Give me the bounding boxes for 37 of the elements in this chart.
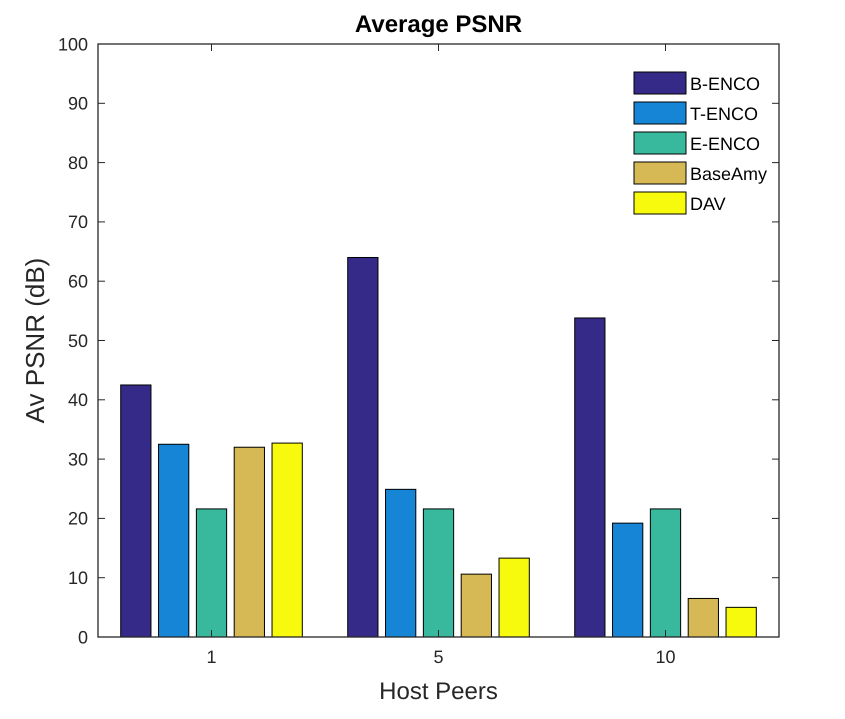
x-tick-label: 10 — [655, 647, 676, 667]
y-tick-label: 90 — [68, 94, 88, 114]
bar — [385, 488, 416, 638]
y-tick-label: 70 — [68, 212, 88, 232]
y-tick-label: 30 — [68, 449, 88, 470]
legend-label: E-ENCO — [690, 134, 760, 154]
x-tick-label: 5 — [433, 647, 444, 667]
bar — [726, 606, 757, 638]
x-axis-title: Host Peers — [379, 678, 498, 705]
bar — [422, 508, 454, 638]
chart-title: Average PSNR — [354, 11, 522, 38]
legend-label: BaseAmy — [690, 164, 768, 184]
y-axis-title: Av PSNR (dB) — [20, 258, 50, 424]
bar — [272, 442, 303, 638]
y-tick-label: 40 — [68, 390, 88, 410]
y-tick-label: 50 — [68, 330, 88, 351]
y-tick-label: 0 — [78, 627, 88, 648]
y-tick-label: 100 — [58, 34, 88, 54]
y-tick-label: 10 — [68, 568, 88, 588]
y-tick-label: 20 — [68, 508, 88, 529]
bar — [612, 522, 644, 638]
bar — [234, 446, 265, 638]
bar — [460, 574, 492, 638]
x-tick-label: 1 — [206, 647, 217, 667]
bar — [498, 558, 530, 638]
bar — [347, 256, 378, 638]
legend-label: T-ENCO — [690, 104, 758, 124]
legend-label: B-ENCO — [690, 74, 760, 94]
bar — [650, 508, 682, 638]
bar — [196, 508, 228, 638]
bar — [574, 317, 606, 638]
bar — [158, 444, 190, 638]
y-tick-label: 60 — [68, 272, 88, 292]
bar — [120, 384, 152, 638]
y-tick-label: 80 — [68, 152, 88, 173]
legend-label: DAV — [690, 194, 726, 214]
bar — [688, 598, 719, 638]
